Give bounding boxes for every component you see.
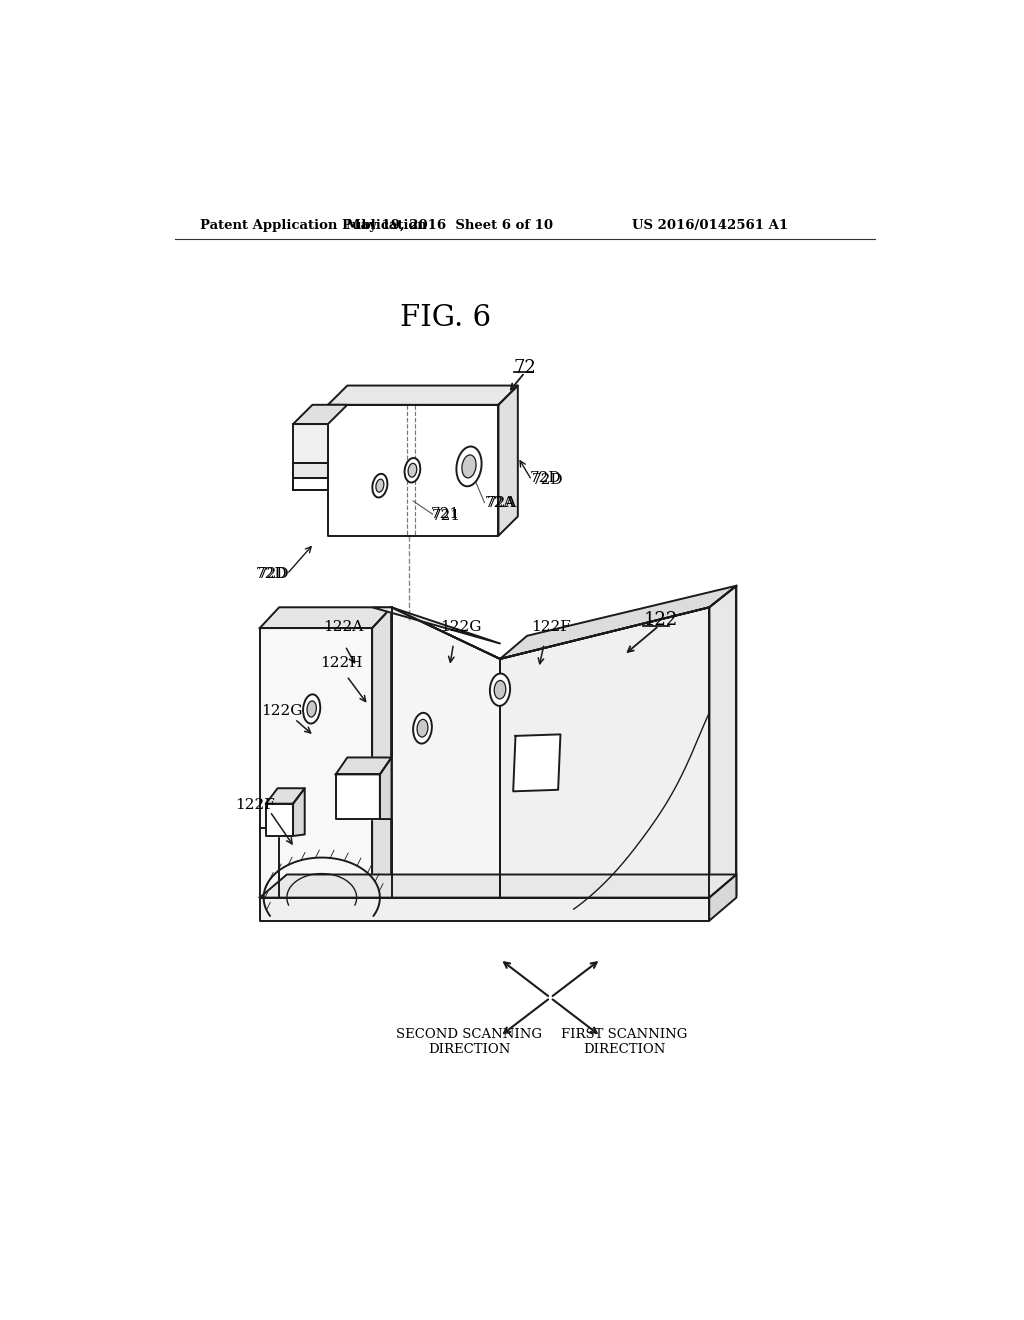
Ellipse shape: [404, 458, 420, 483]
Text: 122: 122: [643, 611, 678, 630]
Polygon shape: [266, 788, 305, 804]
Text: 122F: 122F: [234, 799, 274, 812]
Ellipse shape: [413, 713, 432, 743]
Text: 72D: 72D: [531, 474, 563, 487]
Text: 122G: 122G: [440, 619, 482, 634]
Polygon shape: [293, 788, 305, 836]
Polygon shape: [499, 385, 518, 536]
Ellipse shape: [303, 694, 321, 723]
Text: SECOND SCANNING
DIRECTION: SECOND SCANNING DIRECTION: [396, 1028, 542, 1056]
Polygon shape: [336, 758, 391, 775]
Text: 122A: 122A: [324, 619, 364, 634]
Polygon shape: [710, 586, 736, 898]
Text: FIG. 6: FIG. 6: [400, 304, 492, 331]
Text: 72D: 72D: [530, 471, 562, 484]
Ellipse shape: [376, 479, 384, 492]
Polygon shape: [500, 586, 736, 659]
Text: 122H: 122H: [321, 656, 362, 669]
Text: 72A: 72A: [486, 496, 517, 511]
Ellipse shape: [373, 474, 387, 498]
Polygon shape: [372, 607, 500, 644]
Polygon shape: [336, 775, 380, 818]
Polygon shape: [260, 607, 391, 628]
Text: 72D: 72D: [256, 568, 288, 581]
Polygon shape: [391, 607, 500, 898]
Text: 72A: 72A: [484, 495, 515, 510]
Polygon shape: [293, 478, 328, 490]
Polygon shape: [372, 607, 391, 898]
Text: US 2016/0142561 A1: US 2016/0142561 A1: [632, 219, 787, 232]
Text: 721: 721: [430, 507, 460, 521]
Text: Patent Application Publication: Patent Application Publication: [200, 219, 427, 232]
Text: May 19, 2016  Sheet 6 of 10: May 19, 2016 Sheet 6 of 10: [346, 219, 553, 232]
Polygon shape: [328, 385, 518, 405]
Ellipse shape: [489, 673, 510, 706]
Polygon shape: [293, 424, 328, 462]
Polygon shape: [293, 462, 328, 478]
Polygon shape: [391, 607, 500, 898]
Polygon shape: [260, 875, 736, 898]
Text: FIRST SCANNING
DIRECTION: FIRST SCANNING DIRECTION: [561, 1028, 687, 1056]
Text: 72D: 72D: [258, 568, 290, 581]
Ellipse shape: [462, 455, 476, 478]
Polygon shape: [380, 758, 391, 818]
Ellipse shape: [409, 463, 417, 477]
Polygon shape: [328, 405, 499, 536]
Polygon shape: [260, 898, 710, 921]
Polygon shape: [710, 875, 736, 921]
Text: 122G: 122G: [261, 705, 303, 718]
Ellipse shape: [457, 446, 481, 486]
Polygon shape: [293, 405, 347, 424]
Polygon shape: [500, 607, 710, 898]
Polygon shape: [513, 734, 560, 792]
Ellipse shape: [417, 719, 428, 737]
Polygon shape: [266, 804, 293, 836]
Text: 721: 721: [432, 510, 461, 524]
Polygon shape: [260, 628, 372, 898]
Text: 122F: 122F: [531, 619, 570, 634]
Polygon shape: [500, 607, 710, 898]
Text: 72: 72: [514, 359, 537, 376]
Ellipse shape: [307, 701, 316, 717]
Ellipse shape: [495, 681, 506, 698]
